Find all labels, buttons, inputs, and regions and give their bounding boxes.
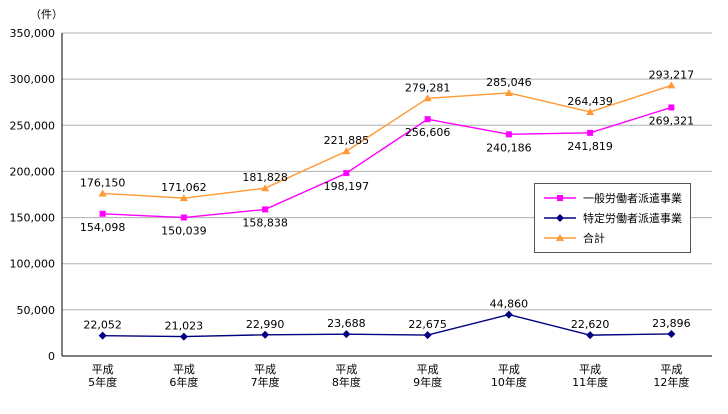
data-point-marker [586,331,595,340]
data-point-marker [99,210,106,217]
x-axis-tick-label: 平成 11年度 [572,363,608,389]
data-label: 23,688 [327,317,366,330]
data-point-marker [505,131,512,138]
legend-marker-icon [557,195,563,201]
data-point-marker [504,310,513,319]
data-point-marker [423,331,432,340]
data-point-marker [668,104,675,111]
data-point-marker [98,331,107,340]
data-label: 22,675 [408,318,447,331]
data-point-marker [179,194,188,202]
series-line [102,84,672,199]
series-line [102,313,672,338]
x-axis-tick-label: 平成 5年度 [88,363,117,389]
x-axis-tick-label: 平成 10年度 [491,363,527,389]
y-axis-tick-label: 0 [48,350,55,363]
series-line [102,106,672,219]
legend-triangle-icon [544,234,576,241]
y-axis-tick-label: 200,000 [10,165,56,178]
x-axis-tick-label: 平成 6年度 [169,363,198,389]
data-point-marker [261,330,270,339]
data-label: 181,828 [242,171,288,184]
data-label: 293,217 [649,68,695,81]
data-label: 44,860 [490,298,529,311]
y-axis-tick-label: 300,000 [10,73,56,86]
data-point-marker [262,206,269,213]
y-axis-tick-label: 250,000 [10,119,56,132]
data-label: 264,439 [567,95,613,108]
data-label: 176,150 [80,176,126,189]
data-label: 158,838 [242,216,288,229]
legend-item: 合計 [543,230,682,246]
legend-item: 特定労働者派遣事業 [543,210,682,226]
legend-item: 一般労働者派遣事業 [543,190,682,206]
data-point-marker [261,184,270,192]
data-point-marker [586,107,595,115]
y-axis-tick-label: 100,000 [10,258,56,271]
data-point-marker [504,88,513,96]
data-label: 285,046 [486,76,532,89]
data-label: 22,052 [83,319,122,332]
legend-diamond-icon [544,214,576,222]
data-point-marker [98,189,107,197]
legend-square-icon [544,195,576,201]
data-label: 171,062 [161,181,207,194]
data-label: 269,321 [649,114,695,127]
x-axis-tick-label: 平成 12年度 [653,363,689,389]
x-axis-tick-label: 平成 8年度 [332,363,361,389]
data-label: 150,039 [161,225,207,238]
data-point-marker [667,329,676,338]
data-label: 240,186 [486,141,532,154]
data-label: 154,098 [80,221,126,234]
data-label: 21,023 [165,320,204,333]
x-axis-tick-label: 平成 9年度 [413,363,442,389]
data-label: 23,896 [652,317,691,330]
data-point-marker [179,332,188,341]
legend-marker-icon [556,234,564,241]
data-point-marker [423,94,432,102]
data-label: 279,281 [405,81,451,94]
y-axis-unit-label: （件） [30,8,63,21]
legend-marker-icon [556,214,564,222]
data-point-marker [342,147,351,155]
data-point-marker [342,330,351,339]
data-label: 221,885 [324,134,370,147]
data-point-marker [424,116,431,123]
y-axis-tick-label: 50,000 [17,304,56,317]
data-point-marker [343,170,350,177]
legend-label: 特定労働者派遣事業 [583,212,682,225]
y-axis-tick-label: 350,000 [10,27,56,40]
legend-label: 一般労働者派遣事業 [583,192,682,205]
data-label: 22,620 [571,318,610,331]
data-label: 22,990 [246,318,285,331]
data-label: 198,197 [324,180,370,193]
legend-label: 合計 [583,232,605,245]
data-point-marker [667,81,676,89]
x-axis-tick-label: 平成 7年度 [251,363,280,389]
data-point-marker [587,129,594,136]
data-label: 241,819 [567,140,613,153]
data-label: 256,606 [405,126,451,139]
y-axis-tick-label: 150,000 [10,212,56,225]
legend: 一般労働者派遣事業 特定労働者派遣事業 合計 [534,183,691,253]
data-point-marker [180,214,187,221]
